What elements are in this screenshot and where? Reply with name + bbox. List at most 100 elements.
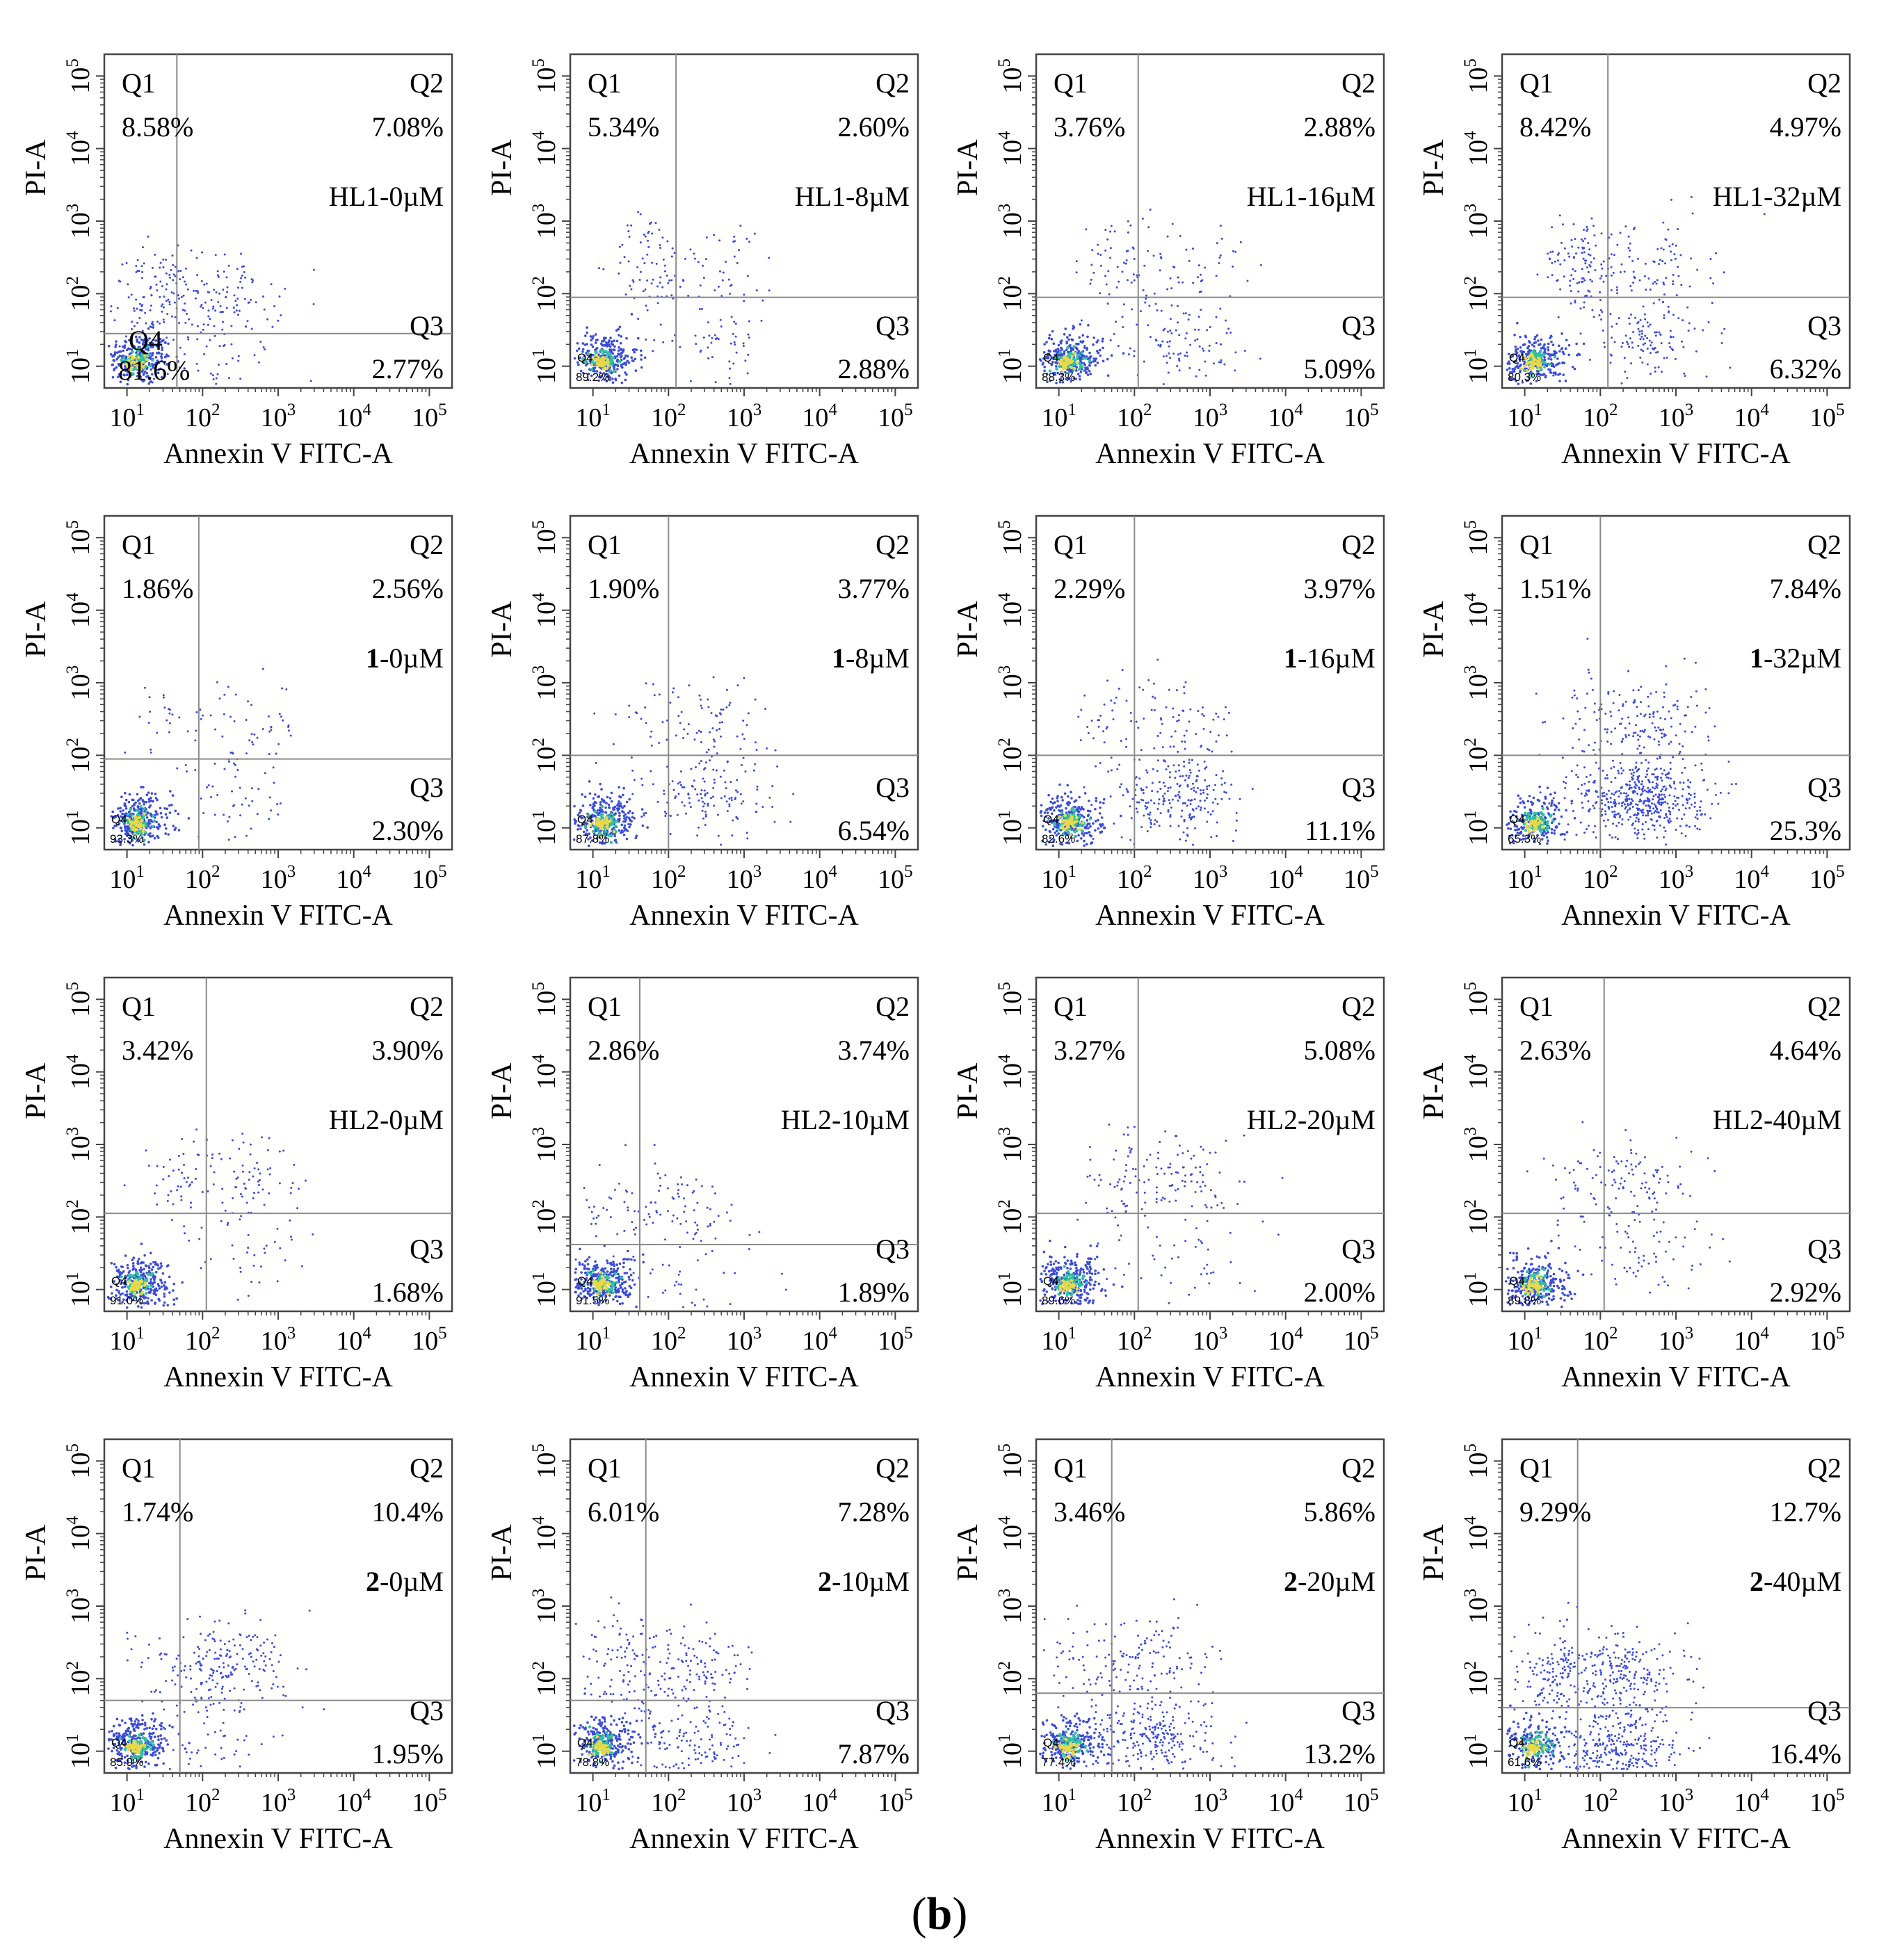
y-tick-label-exp: 1 <box>63 348 82 357</box>
data-point <box>1191 843 1194 846</box>
data-point <box>143 262 145 265</box>
data-point <box>1202 789 1205 792</box>
data-point <box>1632 281 1635 284</box>
x-tick-label-exp: 3 <box>1219 400 1228 419</box>
data-point <box>603 361 607 365</box>
data-point <box>1169 357 1172 359</box>
data-point <box>1106 679 1109 682</box>
data-point <box>202 307 204 309</box>
y-axis-title: PI-A <box>486 139 518 196</box>
data-point <box>150 285 152 288</box>
data-point <box>132 807 136 811</box>
data-point <box>1581 246 1584 249</box>
data-point <box>756 788 759 791</box>
data-point <box>234 836 236 839</box>
data-point <box>1143 264 1146 267</box>
data-point <box>149 832 152 835</box>
data-point <box>111 363 115 366</box>
data-point <box>625 816 628 819</box>
data-point <box>1537 360 1541 364</box>
data-point <box>727 278 730 281</box>
data-point <box>150 835 152 838</box>
data-point <box>1088 364 1092 367</box>
data-point <box>643 812 645 815</box>
y-tick-label-base: 10 <box>998 357 1027 384</box>
data-point <box>723 769 726 772</box>
data-point <box>636 266 639 268</box>
data-point <box>141 380 145 382</box>
data-point <box>1589 278 1592 281</box>
data-point <box>1193 816 1195 818</box>
data-point <box>223 343 226 346</box>
data-point <box>132 307 135 309</box>
data-point <box>1223 363 1226 366</box>
data-point <box>210 796 213 799</box>
data-point <box>1176 720 1179 722</box>
data-point <box>1074 816 1079 820</box>
data-point <box>1638 279 1641 282</box>
data-point <box>1153 823 1156 825</box>
data-point <box>1542 345 1545 348</box>
condition-dose: 8µM <box>855 642 910 674</box>
data-point <box>671 691 674 694</box>
data-point <box>704 815 707 818</box>
data-point <box>1167 371 1170 374</box>
data-point <box>1099 801 1102 804</box>
data-point <box>251 740 254 743</box>
data-point <box>605 343 608 347</box>
data-point <box>1588 359 1591 362</box>
data-point <box>633 350 636 354</box>
data-point <box>1081 821 1085 825</box>
data-point <box>756 785 759 788</box>
data-point <box>613 808 616 811</box>
data-point <box>1714 252 1717 254</box>
data-point <box>615 841 618 844</box>
data-point <box>1661 301 1664 304</box>
data-point <box>163 706 166 709</box>
data-point <box>702 817 705 820</box>
data-point <box>281 687 284 690</box>
data-point <box>1246 280 1249 282</box>
data-point <box>119 807 122 810</box>
data-point <box>1641 332 1644 335</box>
data-point <box>592 797 595 800</box>
data-point <box>1166 341 1169 343</box>
data-point <box>1070 366 1074 370</box>
y-tick-label-base: 10 <box>998 529 1027 556</box>
data-point <box>621 243 624 246</box>
data-point <box>1568 255 1571 258</box>
data-point <box>243 265 245 268</box>
data-point <box>212 305 215 308</box>
data-point <box>1165 706 1168 708</box>
data-point <box>717 834 720 837</box>
data-point <box>1161 340 1164 343</box>
data-point <box>1643 313 1646 316</box>
data-point <box>1159 252 1162 255</box>
data-point <box>730 316 733 318</box>
data-point <box>233 294 236 297</box>
data-point <box>1667 228 1670 231</box>
data-point <box>1212 362 1215 365</box>
x-tick-label: 101 <box>1041 862 1076 894</box>
data-point <box>1534 335 1537 339</box>
data-point <box>1637 344 1640 347</box>
y-axis-title: PI-A <box>20 601 52 658</box>
data-point <box>1099 264 1102 267</box>
x-tick-label-base: 10 <box>1507 403 1533 432</box>
data-point <box>592 805 595 808</box>
data-point <box>1577 246 1580 249</box>
y-tick-label-exp: 4 <box>63 592 82 601</box>
data-point <box>1118 786 1121 788</box>
data-point <box>613 825 618 829</box>
data-point <box>1189 803 1192 806</box>
data-point <box>1183 686 1186 688</box>
data-point <box>651 261 654 264</box>
data-point <box>1656 279 1659 282</box>
data-point <box>1102 346 1104 350</box>
data-point <box>1239 797 1241 800</box>
data-point <box>1170 806 1172 809</box>
data-point <box>1187 318 1190 321</box>
data-point <box>1043 365 1046 368</box>
data-point <box>139 804 143 809</box>
data-point <box>1629 249 1631 252</box>
